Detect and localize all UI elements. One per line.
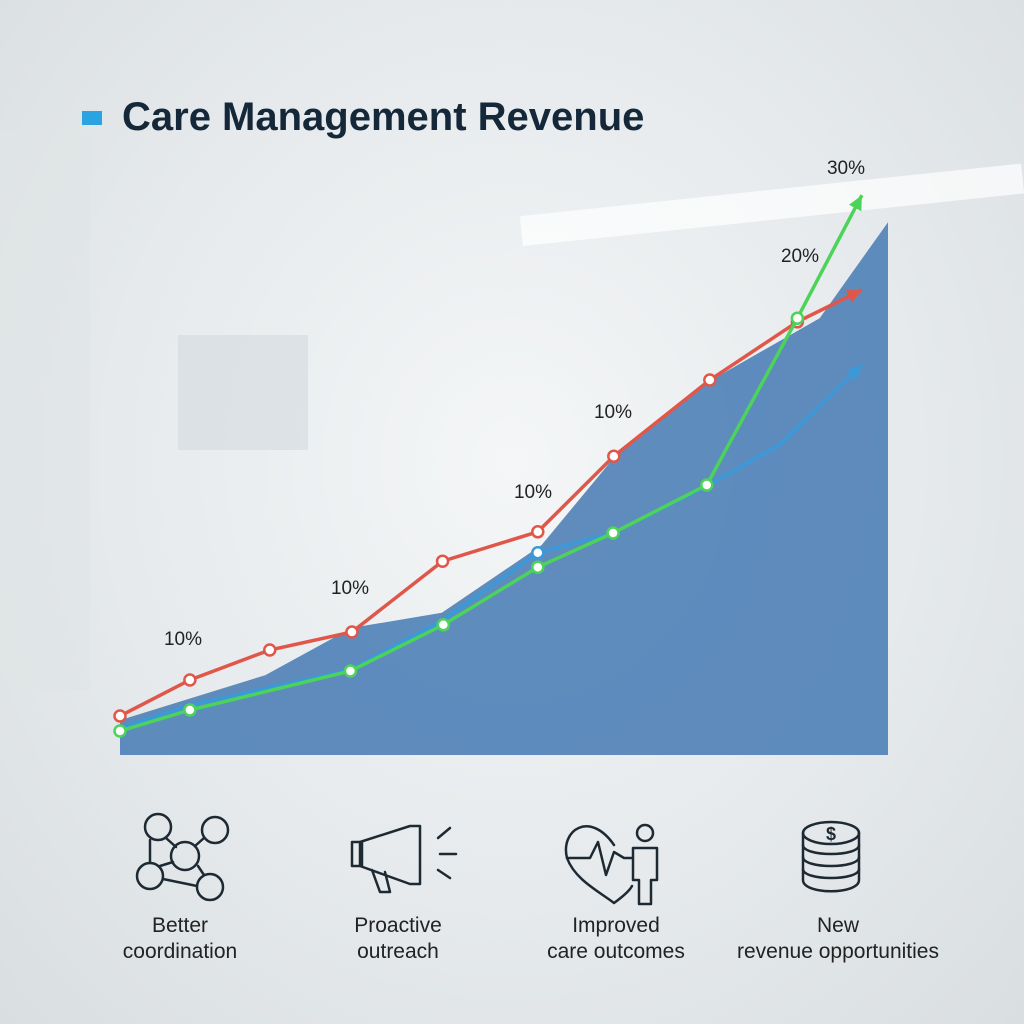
point	[113, 724, 127, 738]
point	[531, 525, 545, 539]
bg-light	[519, 163, 1024, 247]
icon-heart	[564, 823, 659, 906]
point	[436, 618, 451, 632]
point	[790, 311, 805, 325]
svg-text:$: $	[826, 824, 836, 844]
arrow-head	[845, 290, 862, 303]
annotation: 10%	[594, 402, 632, 423]
area	[120, 222, 888, 755]
point	[606, 526, 620, 540]
annotation: 20%	[781, 246, 819, 267]
title-marker	[82, 111, 102, 125]
feature-caption: New revenue opportunities	[737, 914, 939, 963]
line	[119, 288, 863, 718]
point	[700, 478, 714, 492]
point	[607, 449, 621, 463]
icons: $	[135, 812, 861, 906]
chart-title: Care Management Revenue	[122, 95, 644, 139]
point	[435, 554, 450, 568]
arrow-head	[846, 365, 862, 381]
annotation: 10%	[331, 578, 369, 599]
icon-coins: $	[801, 820, 861, 893]
bg-screen	[178, 335, 308, 450]
point	[263, 643, 277, 657]
point	[703, 373, 717, 387]
point	[183, 673, 197, 687]
point	[183, 703, 197, 717]
point	[343, 664, 358, 678]
annotation: 30%	[827, 158, 865, 179]
icon-network	[135, 812, 230, 902]
icon-megaphone	[350, 824, 458, 894]
arrow-head	[849, 195, 862, 212]
point	[531, 546, 545, 560]
point	[113, 709, 127, 723]
annotation: 10%	[164, 629, 202, 650]
point	[345, 625, 359, 639]
feature-caption: Proactive outreach	[354, 914, 442, 963]
bg-wall	[0, 130, 90, 690]
point	[531, 560, 545, 574]
feature-caption: Better coordination	[123, 914, 237, 963]
annotation: 10%	[514, 482, 552, 503]
feature-caption: Improved care outcomes	[547, 914, 685, 963]
